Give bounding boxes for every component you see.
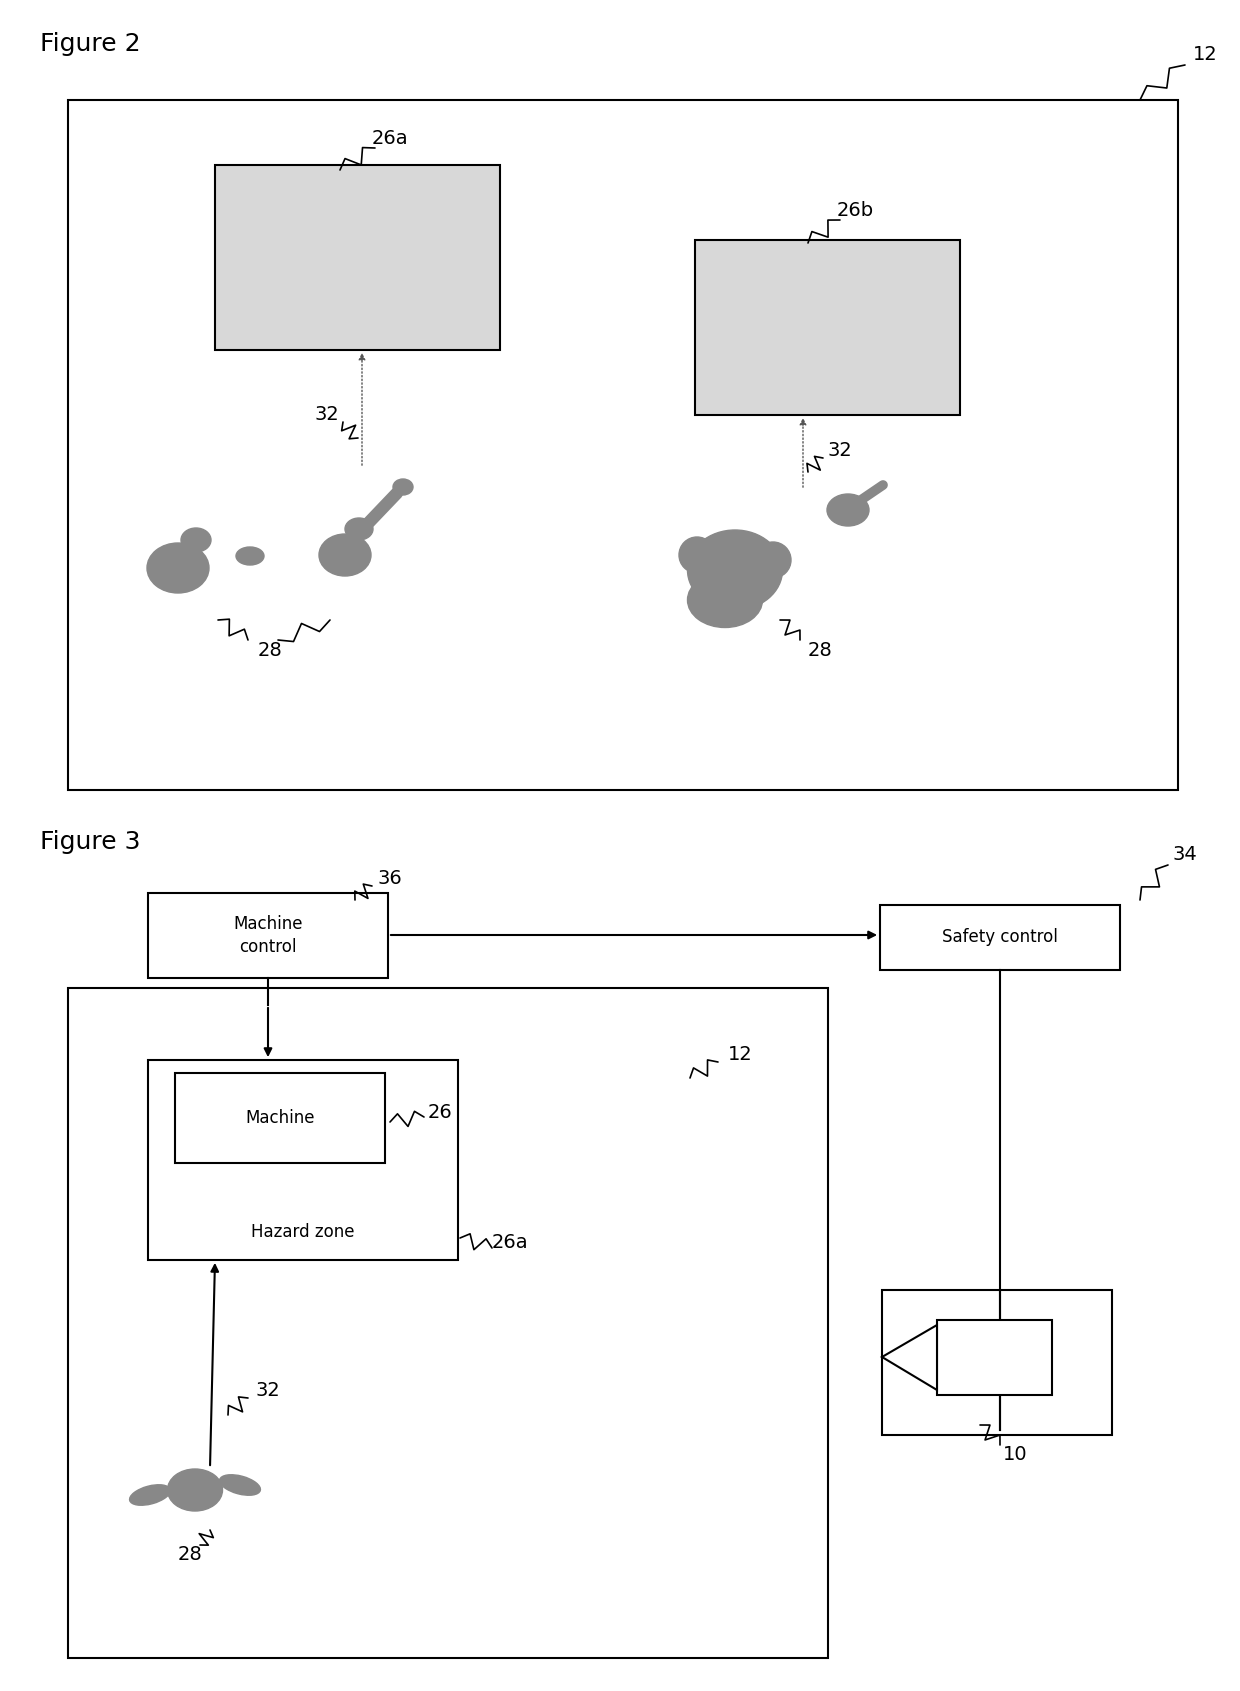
Text: 10: 10 <box>1003 1446 1027 1464</box>
Ellipse shape <box>148 543 210 594</box>
Bar <box>175 1074 384 1163</box>
Ellipse shape <box>167 1469 222 1512</box>
Text: 34: 34 <box>1173 846 1198 864</box>
Text: Machine
control: Machine control <box>233 915 303 957</box>
Ellipse shape <box>319 534 371 577</box>
Text: 32: 32 <box>827 440 852 460</box>
Ellipse shape <box>345 517 373 539</box>
Text: 26a: 26a <box>492 1233 528 1251</box>
Bar <box>880 905 1120 971</box>
Ellipse shape <box>687 573 763 627</box>
Text: Figure 2: Figure 2 <box>40 32 140 56</box>
Text: 36: 36 <box>378 869 402 888</box>
Text: 32: 32 <box>255 1380 280 1400</box>
Bar <box>148 893 388 977</box>
Bar <box>68 100 1178 790</box>
Text: 26: 26 <box>428 1103 453 1121</box>
Text: 12: 12 <box>728 1045 753 1065</box>
Bar <box>148 1060 458 1260</box>
Text: Figure 3: Figure 3 <box>40 830 140 854</box>
Bar <box>882 1290 1112 1436</box>
Text: Hazard zone: Hazard zone <box>252 1223 355 1241</box>
Text: 26b: 26b <box>837 201 873 220</box>
Bar <box>937 1321 1052 1395</box>
Polygon shape <box>882 1326 937 1390</box>
Text: 32: 32 <box>315 406 340 424</box>
Text: Machine: Machine <box>246 1109 315 1126</box>
Ellipse shape <box>181 528 211 551</box>
Bar <box>694 240 960 414</box>
Ellipse shape <box>219 1475 260 1495</box>
Ellipse shape <box>130 1485 170 1505</box>
Text: 12: 12 <box>1193 46 1218 64</box>
Text: 28: 28 <box>177 1546 202 1564</box>
Circle shape <box>680 538 715 573</box>
Text: Safety control: Safety control <box>942 928 1058 947</box>
Text: 28: 28 <box>258 641 283 659</box>
Text: 28: 28 <box>807 641 832 659</box>
Ellipse shape <box>236 546 264 565</box>
Circle shape <box>755 543 791 578</box>
Bar <box>215 166 500 350</box>
Ellipse shape <box>687 529 782 610</box>
Ellipse shape <box>827 494 869 526</box>
Ellipse shape <box>393 479 413 495</box>
Text: 26a: 26a <box>372 129 408 147</box>
Bar <box>68 988 828 1657</box>
